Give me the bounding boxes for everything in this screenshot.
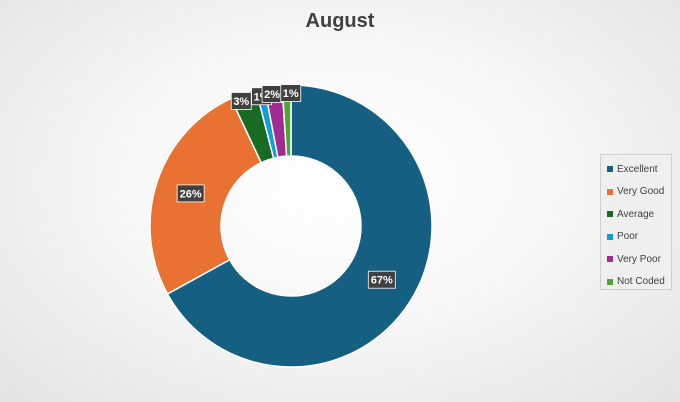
data-label-text: 67% bbox=[371, 275, 393, 287]
legend-swatch bbox=[607, 211, 613, 218]
legend-item-very-poor: Very Poor bbox=[601, 248, 671, 271]
legend-swatch bbox=[607, 188, 613, 195]
data-label-box bbox=[176, 184, 205, 203]
legend-item-very-good: Very Good bbox=[601, 181, 671, 204]
legend-swatch bbox=[607, 278, 613, 285]
data-label-text: 26% bbox=[180, 188, 202, 200]
data-label-text: 2% bbox=[264, 89, 280, 101]
legend-label: Very Good bbox=[617, 186, 665, 198]
legend-item-excellent: Excellent bbox=[601, 158, 671, 181]
legend-label: Average bbox=[617, 208, 655, 220]
data-label-excellent: 67% bbox=[367, 270, 396, 289]
legend-swatch bbox=[607, 166, 613, 173]
legend-label: Not Coded bbox=[617, 276, 665, 288]
slice-very-good bbox=[149, 97, 263, 295]
data-label-box bbox=[280, 84, 302, 102]
data-label-box bbox=[367, 270, 396, 289]
data-label-very-good: 26% bbox=[176, 184, 205, 203]
data-label-average: 3% bbox=[230, 92, 252, 110]
legend-label: Very Poor bbox=[617, 253, 661, 265]
legend-swatch bbox=[607, 233, 613, 240]
legend-item-average: Average bbox=[601, 203, 671, 226]
data-label-text: 1% bbox=[283, 88, 299, 100]
legend-swatch bbox=[607, 256, 613, 263]
legend-item-not-coded: Not Coded bbox=[601, 271, 671, 294]
legend: Excellent Very Good Average Poor Very Poor No… bbox=[600, 154, 672, 290]
legend-item-poor: Poor bbox=[601, 226, 671, 249]
data-label-text: 3% bbox=[233, 96, 249, 108]
slice-excellent bbox=[166, 84, 433, 368]
chart-title: August bbox=[305, 10, 375, 32]
data-label-not-coded: 1% bbox=[280, 84, 302, 102]
legend-label: Poor bbox=[617, 231, 639, 243]
legend-label: Excellent bbox=[617, 163, 658, 175]
data-label-very-poor: 2% bbox=[261, 85, 283, 103]
